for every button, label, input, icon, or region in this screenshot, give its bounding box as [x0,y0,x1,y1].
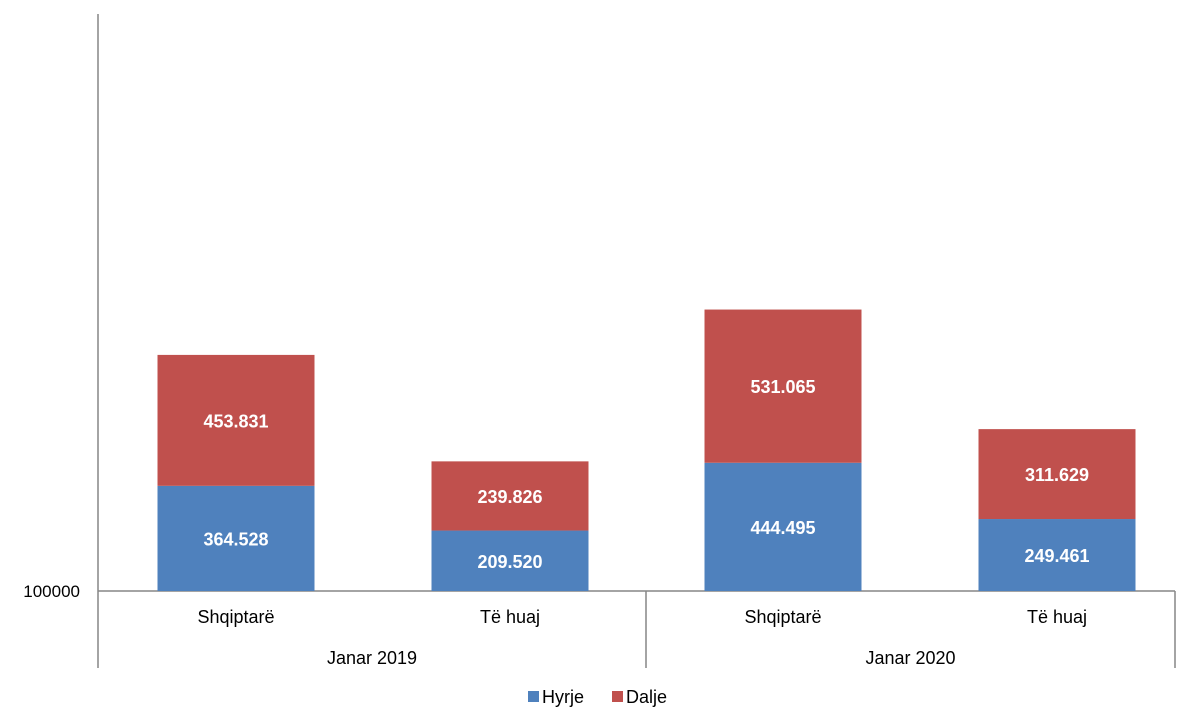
bar-hyrje [704,462,862,591]
bar-hyrje [978,519,1136,591]
y-tick-label: 100000 [23,582,80,601]
category-label: Të huaj [1027,607,1087,627]
legend-swatch-dalje [612,691,623,702]
category-label: Shqiptarë [744,607,821,627]
legend-label: Hyrje [542,687,584,707]
legend-label: Dalje [626,687,667,707]
bar-dalje [704,309,862,463]
data-label: 531.065 [750,377,815,397]
bar-hyrje [157,485,315,591]
legend-swatch-hyrje [528,691,539,702]
group-label: Janar 2020 [865,648,955,668]
bar-dalje [157,354,315,486]
data-label: 249.461 [1024,546,1089,566]
data-label: 444.495 [750,518,815,538]
category-label: Shqiptarë [197,607,274,627]
category-label: Të huaj [480,607,540,627]
bar-hyrje [431,530,589,591]
data-label: 364.528 [203,529,268,549]
data-label: 453.831 [203,411,268,431]
bar-dalje [978,429,1136,520]
data-label: 239.826 [477,487,542,507]
data-label: 209.520 [477,552,542,572]
data-label: 311.629 [1025,465,1089,485]
group-label: Janar 2019 [327,648,417,668]
bar-dalje [431,461,589,531]
